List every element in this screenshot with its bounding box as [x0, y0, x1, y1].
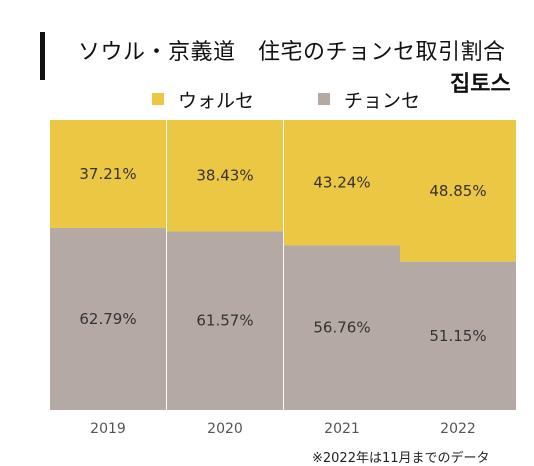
legend-item-jeonse: チョンセ: [318, 86, 420, 112]
data-label-jeonse-2022: 51.15%: [429, 327, 486, 345]
bar-segment-wolse-2020: [167, 120, 283, 232]
bar-segment-jeonse-2022: [400, 261, 516, 410]
title-accent-bar: [40, 32, 45, 80]
footnote: ※2022年は11月までのデータ: [312, 451, 490, 466]
data-label-wolse-2021: 43.24%: [313, 174, 370, 192]
bar-segment-wolse-2022: [400, 120, 516, 262]
legend-item-wolse: ウォルセ: [152, 86, 254, 112]
x-tick-label-2019: 2019: [90, 421, 126, 437]
bar-segment-jeonse-2020: [167, 231, 283, 410]
bar-segment-wolse-2019: [50, 120, 166, 228]
data-label-wolse-2020: 38.43%: [196, 167, 253, 185]
data-label-jeonse-2021: 56.76%: [313, 319, 370, 337]
x-tick-label-2020: 2020: [207, 421, 243, 437]
legend-label-wolse: ウォルセ: [178, 89, 255, 112]
data-label-jeonse-2019: 62.79%: [79, 310, 136, 328]
legend-swatch-jeonse: [318, 93, 330, 105]
data-label-jeonse-2020: 61.57%: [196, 312, 253, 330]
legend-swatch-wolse: [152, 93, 164, 105]
bar-segment-jeonse-2019: [50, 227, 166, 410]
bar-segment-wolse-2021: [284, 120, 400, 246]
data-label-wolse-2019: 37.21%: [79, 165, 136, 183]
data-label-wolse-2022: 48.85%: [429, 182, 486, 200]
brand-logo: 집토스: [450, 72, 511, 97]
chart-title: ソウル・京義道 住宅のチョンセ取引割合: [78, 40, 506, 65]
x-tick-label-2022: 2022: [440, 421, 476, 437]
x-tick-label-2021: 2021: [324, 421, 360, 437]
legend-label-jeonse: チョンセ: [344, 89, 421, 112]
bar-segment-jeonse-2021: [284, 245, 400, 410]
